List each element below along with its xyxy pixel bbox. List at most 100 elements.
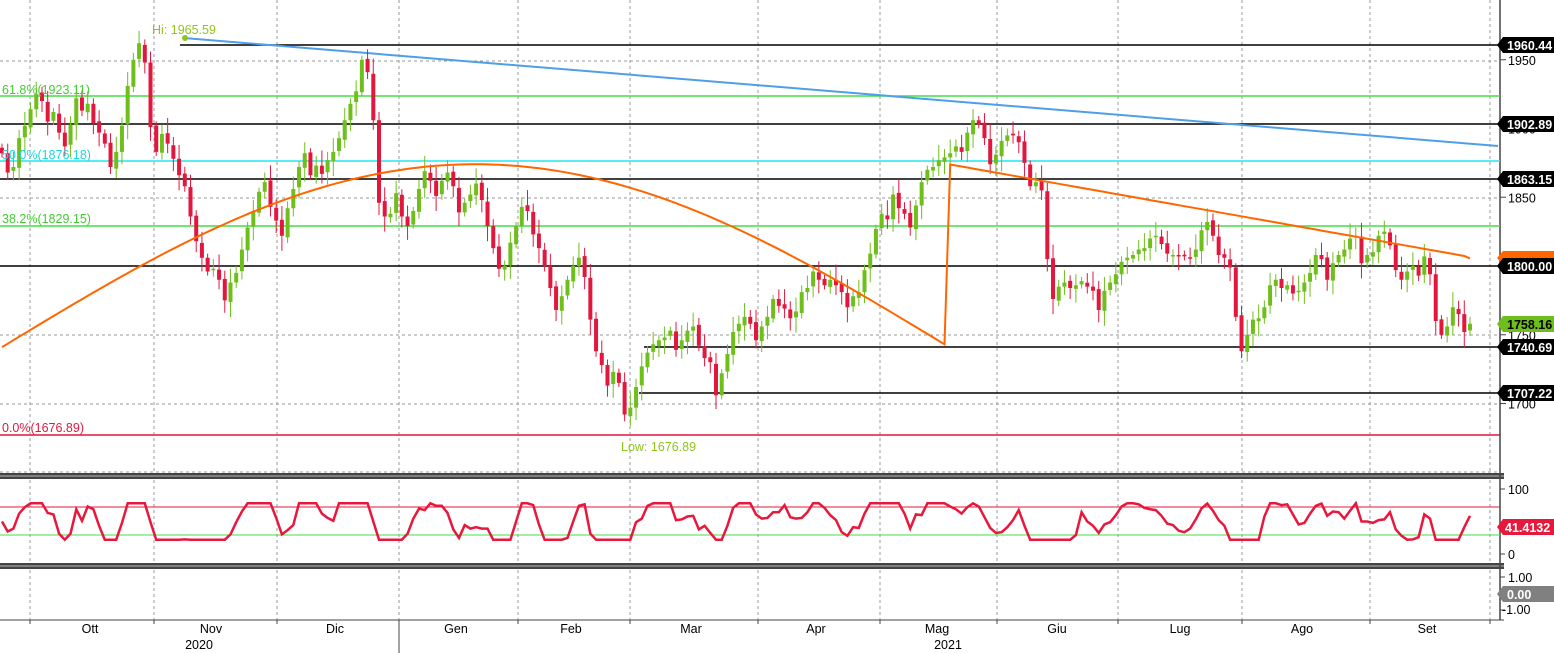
candle <box>668 326 673 340</box>
candle <box>496 234 501 277</box>
candle <box>331 138 336 177</box>
candle <box>1028 160 1033 191</box>
momentum-indicator-panel: 100 0 41.4132 <box>0 483 1554 562</box>
candle <box>57 104 62 140</box>
candle <box>1370 239 1375 265</box>
candle <box>822 274 827 290</box>
candle <box>851 289 856 312</box>
candle <box>919 171 924 220</box>
candle <box>942 149 947 175</box>
chart-annotations: Hi: 1965.59 Low: 1676.89 61.8%(1923.11) … <box>2 23 696 454</box>
candle <box>354 80 359 116</box>
candle <box>217 254 222 290</box>
candle <box>85 91 90 121</box>
candle <box>936 145 941 176</box>
year-label: 2020 <box>185 638 213 652</box>
candle <box>1285 281 1290 294</box>
month-label: Mag <box>925 622 949 636</box>
candle <box>308 148 313 180</box>
candle <box>1153 222 1158 252</box>
indicator-value-tag: 41.4132 <box>1497 519 1554 535</box>
candle <box>759 321 764 353</box>
svg-text:1758.16: 1758.16 <box>1507 318 1552 332</box>
fib-50-label: 50.0%(1876.18) <box>2 148 91 162</box>
candle <box>376 112 381 216</box>
candle <box>1445 316 1450 343</box>
candle <box>22 112 27 153</box>
candle <box>1165 230 1170 262</box>
bottom-value-tag: 0.00 <box>1497 586 1554 602</box>
candle <box>588 264 593 335</box>
candle <box>297 161 302 199</box>
candle <box>1290 275 1295 301</box>
candle <box>177 145 182 191</box>
candle <box>1342 239 1347 264</box>
candle <box>234 266 239 288</box>
candle <box>1056 279 1061 307</box>
candle <box>1130 250 1135 263</box>
candle <box>691 312 696 346</box>
candle <box>1108 275 1113 296</box>
candle <box>599 340 604 374</box>
candle <box>434 167 439 211</box>
panel-separators <box>0 0 1504 621</box>
candle <box>1405 263 1410 293</box>
candle <box>62 117 67 156</box>
candle <box>1193 234 1198 267</box>
candle <box>1393 234 1398 277</box>
candle <box>1256 304 1261 337</box>
candle <box>1250 311 1255 347</box>
month-label: Apr <box>806 622 825 636</box>
candle <box>1268 272 1273 314</box>
candle <box>125 72 130 140</box>
candle <box>279 206 284 251</box>
candle <box>1085 273 1090 294</box>
candle <box>108 133 113 174</box>
candle <box>679 325 684 359</box>
candle <box>479 174 484 213</box>
candle <box>211 259 216 277</box>
candle <box>719 369 724 400</box>
candle <box>451 166 456 198</box>
bottom-tick-1: 1.00 <box>1508 571 1532 585</box>
candle <box>702 334 707 367</box>
candle <box>674 321 679 357</box>
month-label: Set <box>1418 622 1437 636</box>
candle <box>1468 316 1472 336</box>
candle <box>1330 252 1335 295</box>
candle <box>519 197 524 233</box>
candle <box>1210 213 1215 242</box>
candle <box>405 205 410 240</box>
candle <box>634 378 639 420</box>
candle <box>474 168 479 205</box>
candle <box>931 157 936 178</box>
candle <box>913 200 918 241</box>
svg-text:41.4132: 41.4132 <box>1505 521 1550 535</box>
candle <box>971 109 976 149</box>
candle <box>891 186 896 232</box>
candle <box>45 90 50 136</box>
candle <box>799 285 804 319</box>
candle <box>1382 220 1387 248</box>
candle <box>1113 261 1118 293</box>
month-label: Dic <box>326 622 344 636</box>
candle <box>1376 230 1381 264</box>
bottom-tick-minus1: -1.00 <box>1502 603 1531 617</box>
fib-382-label: 38.2%(1829.15) <box>2 212 91 226</box>
candle <box>1148 230 1153 261</box>
candle <box>1388 228 1393 250</box>
candle <box>11 151 16 181</box>
candle <box>811 266 816 298</box>
candle <box>5 143 10 180</box>
candle <box>1359 222 1364 279</box>
candle <box>548 253 553 297</box>
candle <box>325 151 330 185</box>
candle <box>365 49 370 79</box>
candle <box>1011 121 1016 144</box>
candle <box>1262 300 1267 324</box>
candle <box>1045 182 1050 272</box>
candle <box>1062 270 1067 295</box>
candle <box>39 86 44 112</box>
candle <box>1188 247 1193 265</box>
candle <box>508 231 513 279</box>
